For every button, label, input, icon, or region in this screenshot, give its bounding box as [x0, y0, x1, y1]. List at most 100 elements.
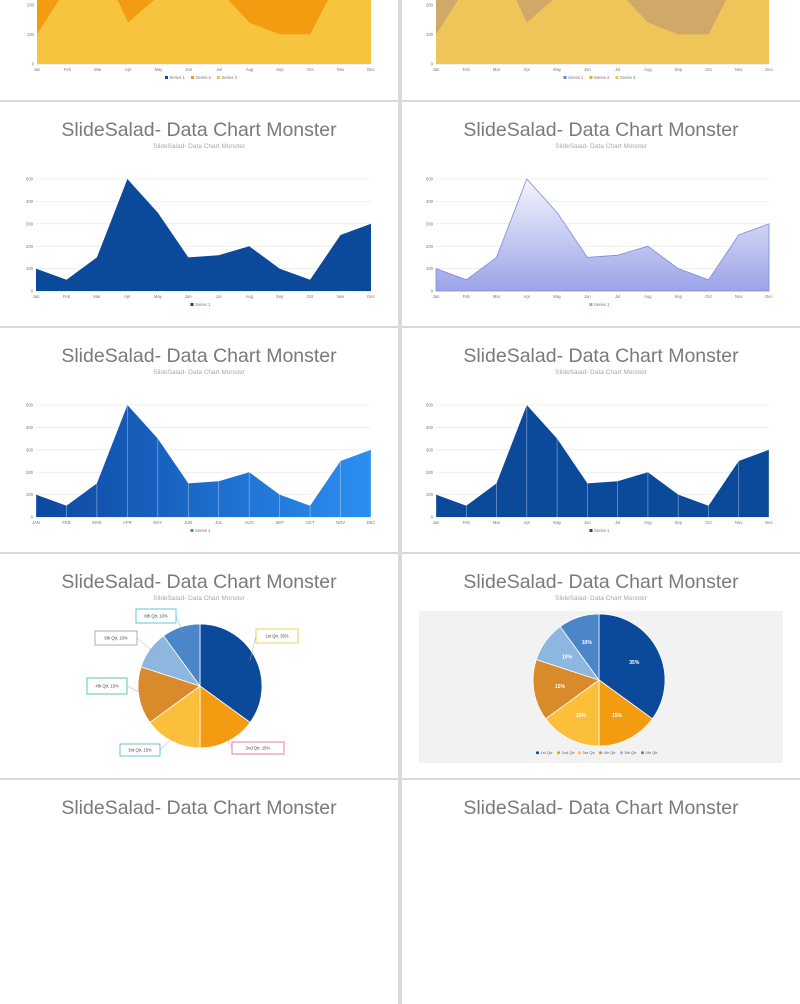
legend-label: Series 1: [594, 528, 610, 533]
y-tick-label: 100: [26, 266, 34, 271]
x-tick-label: Sep: [674, 67, 682, 72]
slide-area-horizontal-gradient[interactable]: SlideSalad- Data Chart Monster SlideSala…: [0, 328, 398, 552]
legend-swatch: [589, 529, 593, 532]
legend-label: Series 1: [195, 302, 211, 307]
x-tick-label: Aug: [245, 294, 253, 299]
legend-swatch: [589, 303, 593, 306]
x-tick-label: Sep: [674, 520, 682, 525]
slide-area-solid[interactable]: SlideSalad- Data Chart Monster SlideSala…: [0, 102, 398, 326]
slide-subtitle: SlideSalad- Data Chart Monster: [555, 143, 647, 150]
y-tick-label: 0: [431, 62, 434, 67]
slide-area-gradient[interactable]: SlideSalad- Data Chart Monster SlideSala…: [402, 102, 800, 326]
slide-title: SlideSalad- Data Chart Monster: [61, 571, 337, 593]
slide-pie-legend[interactable]: SlideSalad- Data Chart Monster SlideSala…: [402, 554, 800, 778]
area-chart-dropped: 0 100 200 300 400 500 Jan Feb Mar Apr May Jun Jul Aug…: [426, 403, 773, 533]
legend-swatch: [165, 76, 168, 79]
y-tick-label: 200: [426, 244, 434, 249]
stacked-area-chart-1: 0100200300400500600700JanFebMarAprMayJun…: [27, 0, 375, 80]
callout-leader: [225, 735, 233, 749]
x-tick-label: Nov: [337, 67, 345, 72]
x-tick-label: Jan: [433, 520, 440, 525]
x-tick-label: Feb: [463, 520, 471, 525]
pie-slice-3: [149, 685, 201, 749]
slide-subtitle: SlideSalad- Data Chart Monster: [153, 595, 245, 602]
callout-box: [255, 628, 299, 644]
slide-subtitle: SlideSalad- Data Chart Monster: [153, 369, 245, 376]
pie-chart-legend: 35% 15% 15% 15% 10% 10% 1st Qtr 2nd Qtr 3rd Qtr 4…: [532, 613, 666, 755]
slide-next-1[interactable]: SlideSalad- Data Chart Monster: [0, 780, 398, 1004]
legend-swatch: [557, 751, 560, 755]
x-tick-label: Aug: [644, 294, 652, 299]
y-tick-label: 400: [26, 425, 34, 430]
slice-label: 10%: [562, 655, 573, 661]
legend-label: 6th Qtr: [646, 750, 659, 755]
x-tick-label: Jan: [433, 67, 440, 72]
legend-label: 3rd Qtr: [583, 750, 596, 755]
y-tick-label: 0: [31, 289, 34, 294]
x-tick-label: Nov: [735, 294, 743, 299]
x-tick-label: Oct: [705, 294, 712, 299]
pie-slice-6: [559, 613, 600, 682]
y-tick-label: 200: [26, 244, 34, 249]
callout-label: 6th Qtr, 10%: [144, 614, 168, 619]
slide-stacked-area-1[interactable]: 0100200300400500600700JanFebMarAprMayJun…: [0, 0, 398, 100]
legend-label: Series 3: [620, 75, 636, 80]
legend-swatch: [615, 76, 619, 79]
slide-next-2[interactable]: SlideSalad- Data Chart Monster: [402, 780, 800, 1004]
x-tick-label: Sep: [276, 294, 284, 299]
area-series-3: [37, 0, 371, 64]
legend-label: Series 1: [170, 75, 186, 80]
y-tick-label: 100: [426, 492, 434, 497]
legend-label: 4th Qtr: [604, 750, 617, 755]
x-tick-label: AUG: [245, 520, 254, 525]
callout-label: 3rd Qtr, 15%: [128, 748, 152, 753]
x-tick-label: DEC: [367, 520, 376, 525]
x-tick-label: Jun: [584, 294, 591, 299]
x-tick-label: Oct: [307, 67, 314, 72]
y-tick-label: 400: [426, 199, 434, 204]
slide-subtitle: SlideSalad- Data Chart Monster: [153, 143, 245, 150]
y-tick-label: 200: [426, 2, 434, 7]
x-tick-label: Dec: [765, 67, 772, 72]
x-tick-label: Apr: [124, 294, 131, 299]
callout-label: 1st Qtr, 35%: [265, 634, 288, 639]
legend-label: 1st Qtr: [541, 750, 554, 755]
x-tick-label: Sep: [674, 294, 682, 299]
x-tick-label: OCT: [306, 520, 315, 525]
x-tick-label: Jul: [615, 294, 620, 299]
area-series-3: [436, 0, 769, 64]
pie-slice-6: [163, 623, 201, 688]
y-tick-label: 500: [26, 403, 34, 408]
y-tick-label: 300: [26, 447, 34, 452]
x-tick-label: MAR: [92, 520, 101, 525]
x-tick-label: May: [553, 520, 562, 525]
x-tick-label: Feb: [463, 294, 471, 299]
x-tick-label: Feb: [463, 67, 471, 72]
slide-stacked-area-2[interactable]: 0100200300400500600700JanFebMarAprMayJun…: [402, 0, 800, 100]
x-tick-label: Apr: [125, 67, 132, 72]
y-tick-label: 200: [27, 2, 35, 7]
callout-label: 2nd Qtr, 15%: [246, 746, 271, 751]
legend-swatch: [620, 751, 623, 755]
slide-area-dropped[interactable]: SlideSalad- Data Chart Monster SlideSala…: [402, 328, 800, 552]
x-tick-label: FEB: [62, 520, 70, 525]
x-tick-label: Apr: [524, 67, 531, 72]
slice-label: 15%: [555, 684, 566, 690]
pie-slice-4: [532, 659, 600, 720]
callout-leader: [249, 635, 257, 661]
y-tick-label: 300: [426, 221, 434, 226]
x-tick-label: May: [553, 67, 562, 72]
x-tick-label: Apr: [524, 520, 531, 525]
area-series-1: [435, 178, 770, 292]
y-tick-label: 100: [426, 32, 434, 37]
x-tick-label: Jul: [615, 67, 620, 72]
y-tick-label: 400: [426, 425, 434, 430]
x-tick-label: Jun: [584, 67, 591, 72]
x-tick-label: JAN: [32, 520, 40, 525]
x-tick-label: Oct: [307, 294, 314, 299]
x-tick-label: Dec: [367, 294, 374, 299]
y-tick-label: 100: [426, 266, 434, 271]
slide-pie-callouts[interactable]: SlideSalad- Data Chart Monster SlideSala…: [0, 554, 398, 778]
x-tick-label: May: [154, 294, 163, 299]
